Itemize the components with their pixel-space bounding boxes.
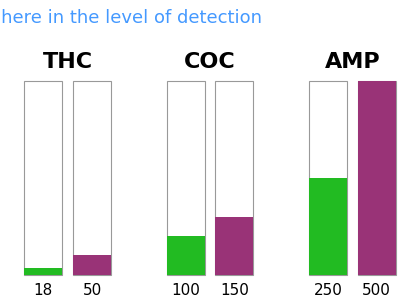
Bar: [358, 81, 396, 275]
Text: 100: 100: [171, 283, 200, 298]
Bar: [167, 81, 205, 275]
Text: THC: THC: [43, 52, 93, 72]
Bar: [73, 256, 111, 275]
Bar: [24, 268, 62, 275]
Text: AMP: AMP: [324, 52, 380, 72]
Text: 250: 250: [313, 283, 342, 298]
Bar: [358, 81, 396, 275]
Bar: [215, 81, 253, 275]
Bar: [24, 81, 62, 275]
Text: 50: 50: [82, 283, 102, 298]
Bar: [309, 178, 347, 275]
Bar: [215, 217, 253, 275]
Text: 18: 18: [34, 283, 53, 298]
Text: n here in the level of detection: n here in the level of detection: [0, 9, 262, 27]
Text: 500: 500: [362, 283, 391, 298]
Text: 150: 150: [220, 283, 249, 298]
Text: COC: COC: [184, 52, 236, 72]
Bar: [309, 81, 347, 275]
Bar: [167, 236, 205, 275]
Bar: [73, 81, 111, 275]
